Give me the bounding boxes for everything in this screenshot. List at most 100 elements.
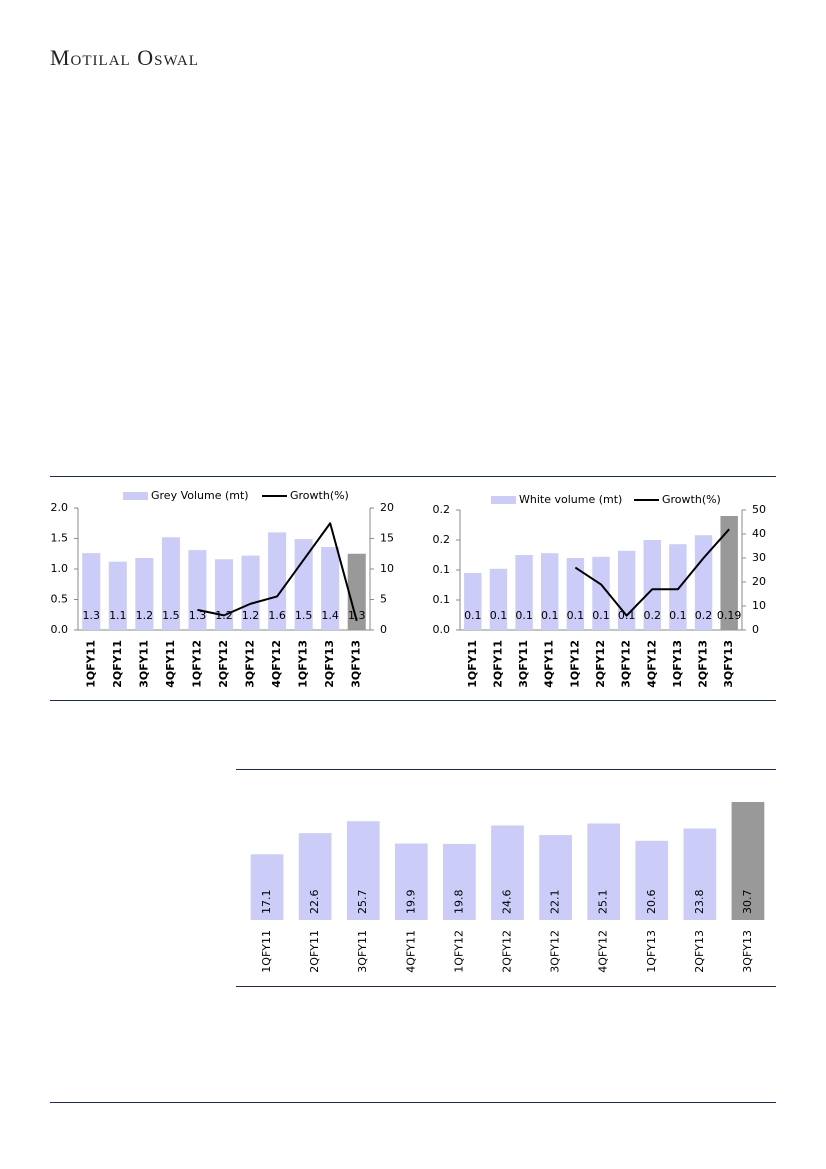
data-label: 0.2 [695,609,713,622]
bar [669,544,687,630]
bar [566,558,585,630]
legend-label: Grey Volume (mt) [151,489,249,502]
y2-tick-label: 10 [752,599,766,612]
y2-tick-label: 20 [380,501,394,514]
bar [643,540,661,630]
x-tick-label: 2QFY11 [491,640,504,688]
bar [108,561,127,630]
y-tick-label: 0.2 [433,503,451,516]
y-tick-label: 0.0 [51,623,69,636]
bar [394,843,428,920]
bar [346,821,380,920]
x-tick-label: 4QFY12 [270,640,283,688]
data-label: 0.1 [541,609,559,622]
y-tick-label: 2.0 [51,501,69,514]
x-tick-label: 3QFY13 [350,640,363,688]
x-tick-label: 3QFY11 [517,640,530,688]
y2-tick-label: 30 [752,551,766,564]
y-tick-label: 0.2 [433,533,451,546]
bar [161,537,180,630]
data-label: 0.19 [717,609,742,622]
x-tick-label: 2QFY13 [693,930,706,973]
data-label: 1.1 [109,609,127,622]
data-label: 1.3 [83,609,101,622]
y-tick-label: 1.5 [51,532,69,545]
data-label: 17.1 [260,890,273,915]
brand: Motilal Oswal [50,45,199,70]
data-label: 22.1 [549,890,562,915]
data-label: 30.7 [741,890,754,915]
y2-tick-label: 5 [380,593,387,606]
data-label: 0.1 [669,609,687,622]
legend-label: Growth(%) [662,493,721,506]
x-tick-label: 3QFY11 [137,640,150,688]
x-tick-label: 1QFY13 [645,930,658,973]
x-tick-label: 4QFY11 [543,640,556,688]
x-tick-label: 1QFY12 [452,930,465,973]
bar [321,547,340,630]
growth-line [574,528,730,617]
x-tick-label: 1QFY13 [297,640,310,688]
y2-tick-label: 10 [380,562,394,575]
x-tick-label: 3QFY11 [356,930,369,973]
y2-tick-label: 15 [380,532,394,545]
y-tick-label: 0.1 [433,563,451,576]
x-tick-label: 1QFY11 [84,640,97,688]
bar [347,553,366,630]
legend-swatch [123,492,148,500]
data-label: 20.6 [645,890,658,915]
data-label: 22.6 [308,890,321,915]
legend-swatch [491,496,516,504]
x-tick-label: 1QFY12 [190,640,203,688]
bar [491,825,524,920]
bar [592,556,610,630]
x-tick-label: 3QFY12 [549,930,562,973]
data-label: 1.5 [162,609,180,622]
data-label: 25.1 [597,890,610,915]
y-tick-label: 0.5 [51,593,69,606]
bar [587,823,621,920]
bar [515,555,533,630]
data-label: 0.1 [490,609,508,622]
bar [489,568,508,630]
data-label: 24.6 [501,890,514,915]
data-label: 19.8 [452,890,465,915]
bar [135,558,154,630]
legend-label: White volume (mt) [519,493,622,506]
y2-tick-label: 20 [752,575,766,588]
y2-tick-label: 0 [752,623,759,636]
x-tick-label: 2QFY11 [111,640,124,688]
x-tick-label: 4QFY11 [404,930,417,973]
data-label: 23.8 [693,890,706,915]
data-label: 1.6 [268,609,286,622]
x-tick-label: 1QFY12 [568,640,581,688]
bar [731,802,765,920]
data-label: 1.3 [189,609,207,622]
x-tick-label: 1QFY13 [671,640,684,688]
x-tick-label: 2QFY12 [594,640,607,688]
data-label: 25.7 [356,890,369,915]
growth-line [197,522,358,622]
y-tick-label: 1.0 [51,562,69,575]
x-tick-label: 4QFY12 [597,930,610,973]
bar [82,553,101,630]
x-tick-label: 2QFY13 [323,640,336,688]
x-tick-label: 2QFY11 [308,930,321,973]
x-tick-label: 1QFY11 [466,640,479,688]
data-label: 1.4 [321,609,339,622]
y2-tick-label: 50 [752,503,766,516]
x-tick-label: 2QFY12 [217,640,230,688]
y-tick-label: 0.1 [433,593,451,606]
y2-tick-label: 40 [752,527,766,540]
y2-tick-label: 0 [380,623,387,636]
bar [464,573,482,630]
x-tick-label: 4QFY12 [645,640,658,688]
bar [720,516,738,630]
bar [294,539,313,630]
x-tick-label: 4QFY11 [164,640,177,688]
y-tick-label: 0.0 [433,623,451,636]
bar [268,532,287,630]
bar [241,555,260,630]
data-label: 0.1 [567,609,585,622]
